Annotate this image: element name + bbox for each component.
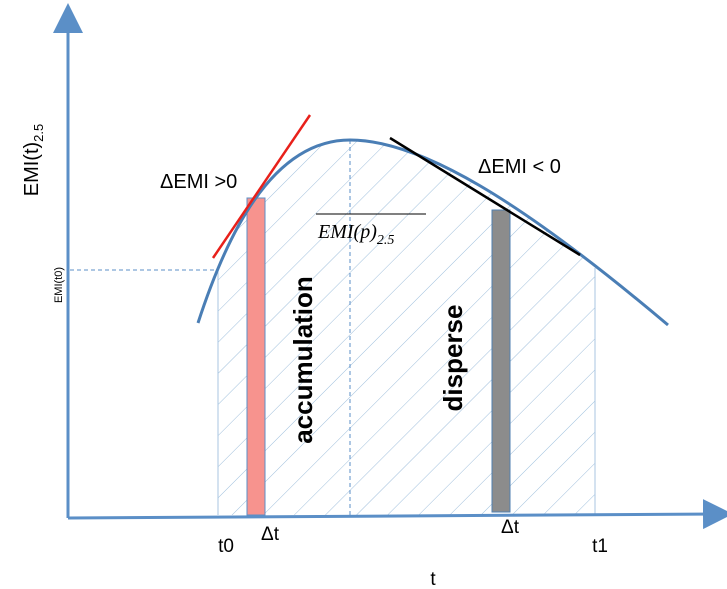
emi-curve: [196, 138, 669, 327]
disperse-label: disperse: [438, 305, 468, 412]
disperse-bar: [491, 209, 511, 513]
tangent-increase: [211, 114, 312, 259]
dt-left-label: Δt: [261, 524, 280, 545]
increase-label: ΔEMI >0: [160, 171, 237, 193]
accumulation-bar: [246, 197, 266, 516]
y-marker-label: EMI(t0): [53, 267, 65, 303]
mean-label: EMI(p)2.5: [317, 221, 394, 248]
t0-label: t0: [218, 536, 234, 557]
t1-label: t1: [592, 536, 608, 557]
decrease-label: ΔEMI < 0: [478, 156, 561, 178]
tangent-decrease: [389, 136, 581, 257]
dt-right-label: Δt: [501, 517, 520, 538]
x-axis: [67, 499, 727, 530]
x-axis-label: t: [430, 569, 436, 589]
accumulation-label: accumulation: [288, 276, 318, 444]
y-axis-label: EMI(t)2.5: [21, 124, 46, 197]
